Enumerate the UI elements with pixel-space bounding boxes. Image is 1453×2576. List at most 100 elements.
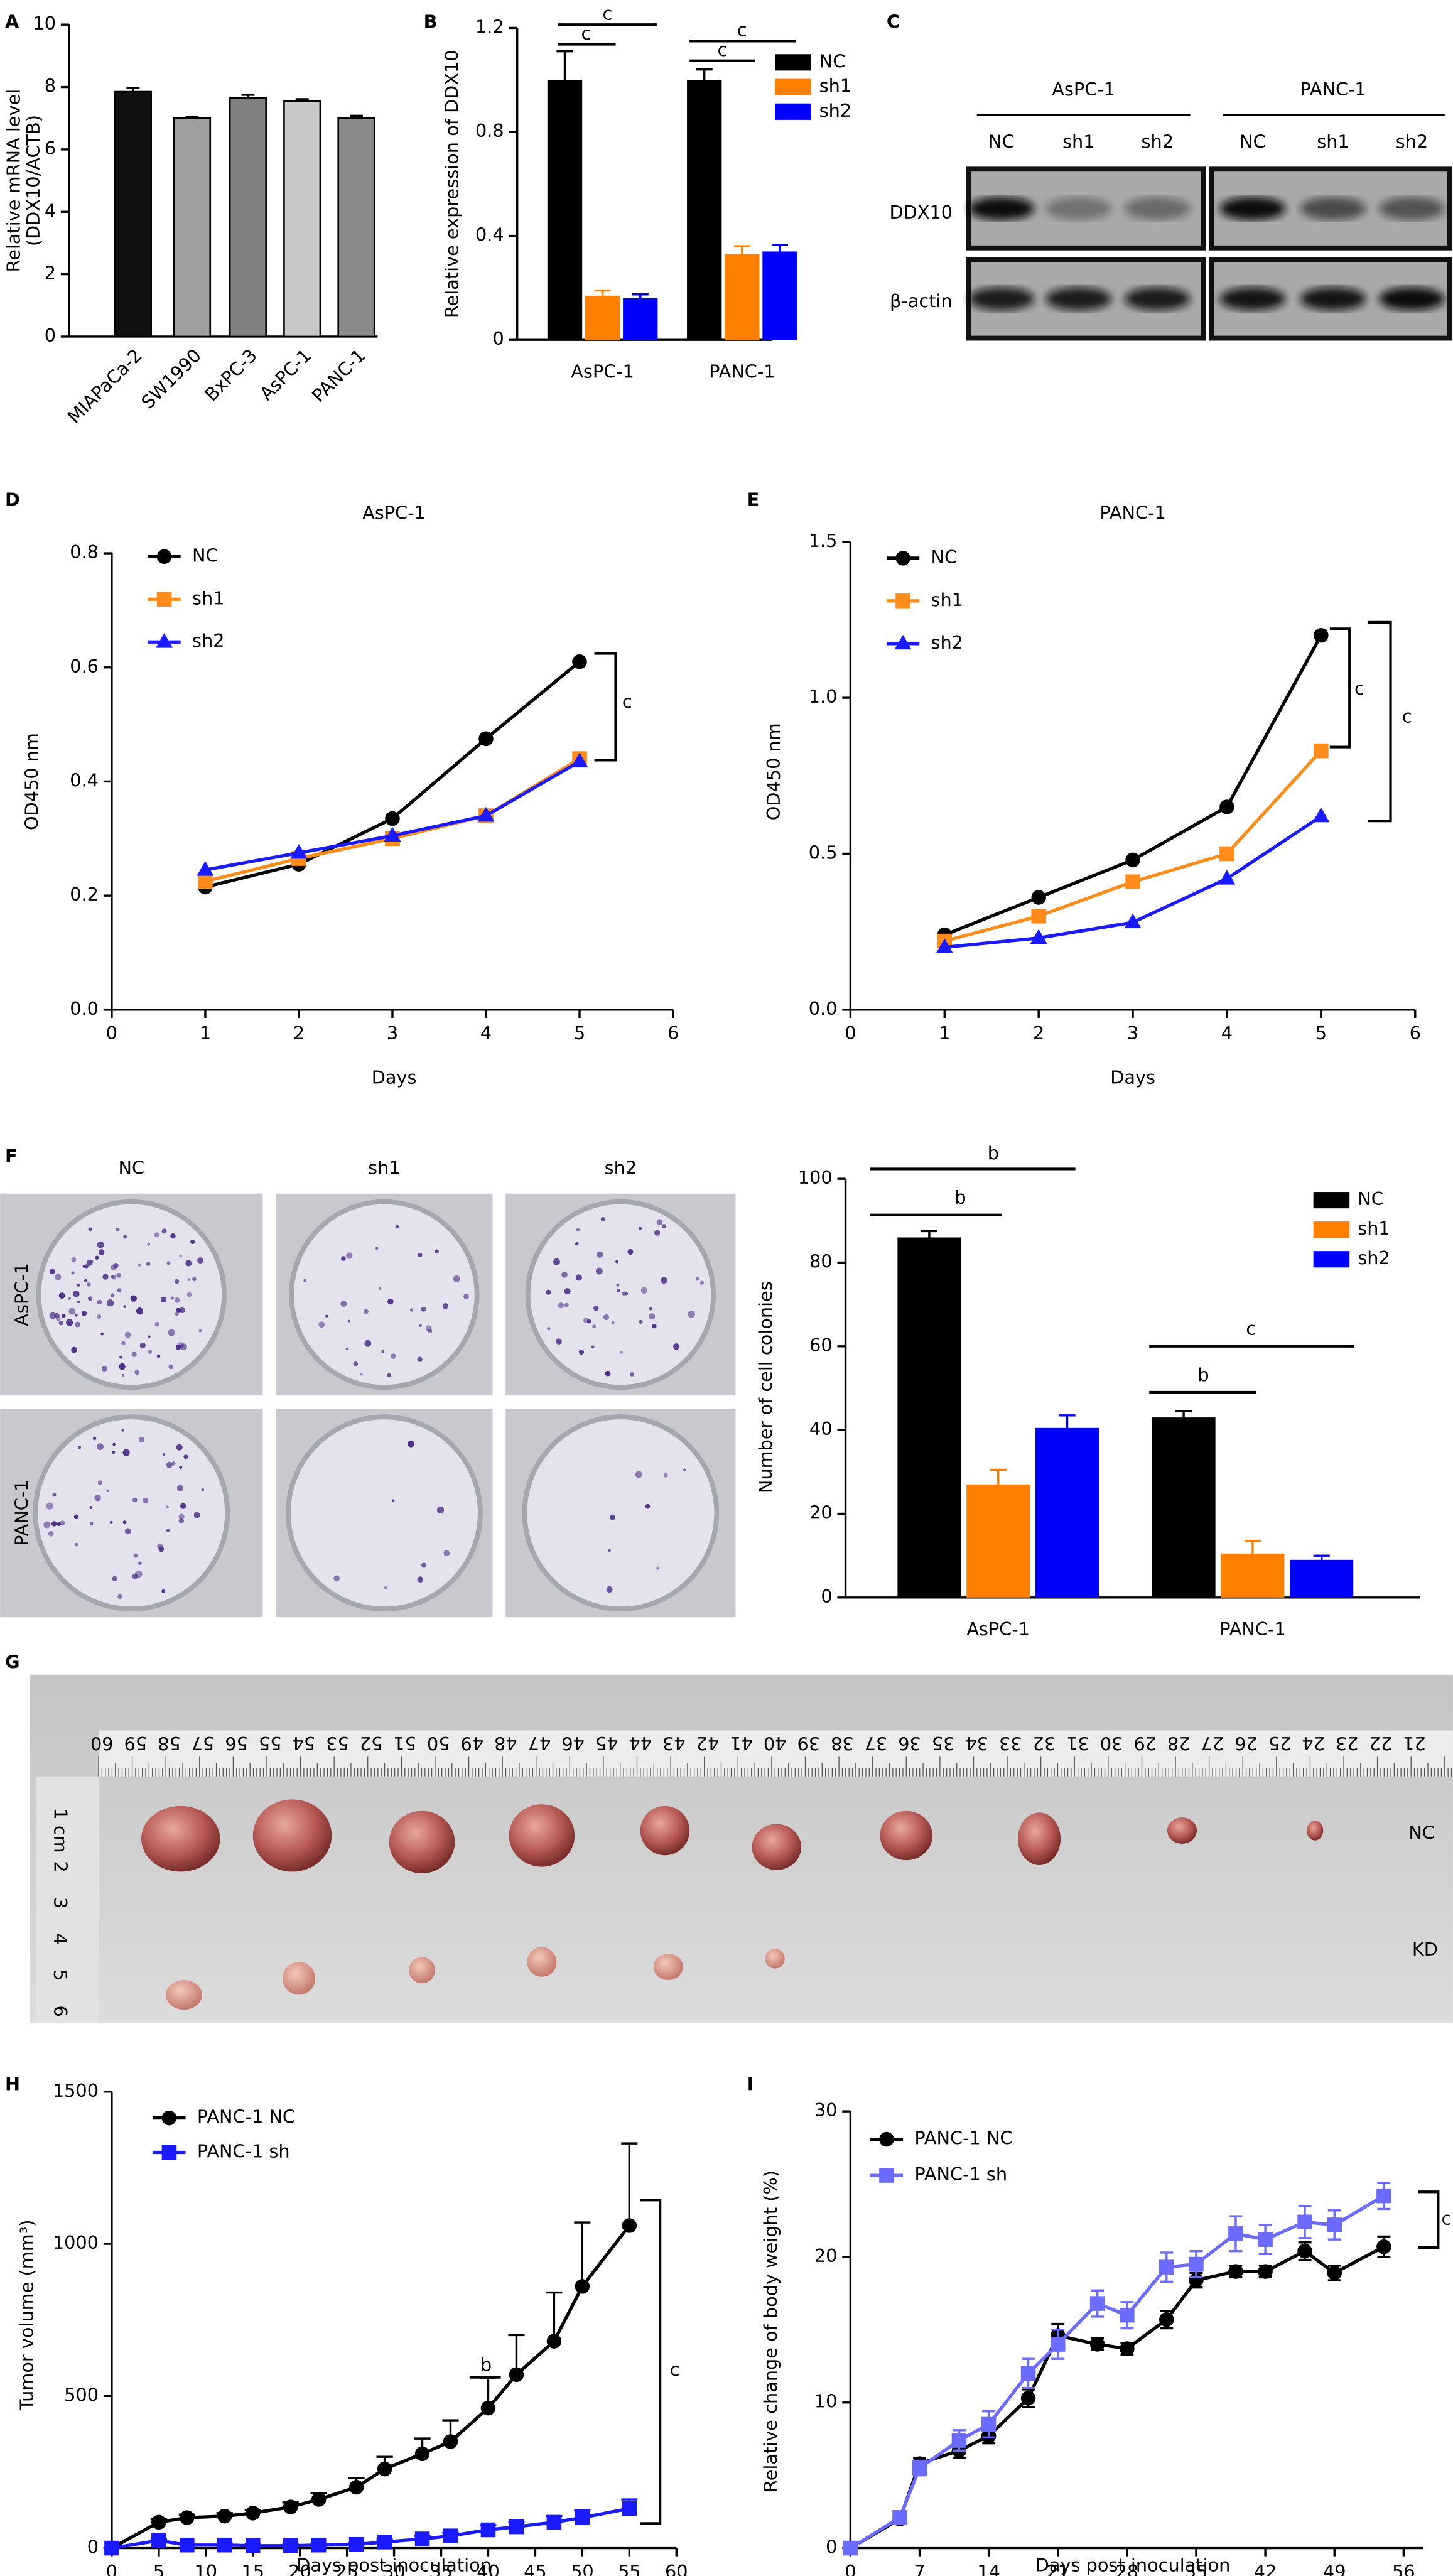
colony: [395, 1225, 399, 1229]
panel-label: E: [747, 489, 760, 510]
column-label: NC: [118, 1157, 144, 1178]
marker: [1376, 2239, 1391, 2254]
bar: [1035, 1427, 1099, 1598]
marker: [1031, 909, 1046, 924]
colony: [147, 1242, 151, 1246]
legend-label: PANC-1 sh: [914, 2163, 1007, 2185]
colony: [175, 1345, 181, 1350]
colony: [51, 1521, 57, 1527]
colony: [630, 1372, 634, 1377]
legend-label: NC: [931, 546, 957, 568]
error-bar: [574, 2221, 591, 2286]
ruler-label: 25: [1268, 1733, 1292, 1754]
colony: [132, 1497, 138, 1503]
colony: [463, 1294, 469, 1299]
marker: [1089, 2296, 1105, 2311]
x-tick-label: 5: [153, 2561, 165, 2576]
column-label: sh1: [368, 1157, 401, 1178]
colony: [82, 1265, 86, 1268]
colony: [645, 1503, 651, 1509]
row-label: NC: [1408, 1822, 1435, 1843]
colony: [77, 1283, 80, 1287]
colony: [162, 1453, 166, 1456]
x-tick-label: AsPC-1: [256, 345, 315, 404]
series-line: [205, 660, 581, 889]
marker: [1376, 2188, 1391, 2204]
tumor: [1167, 1817, 1197, 1844]
colony: [597, 1251, 603, 1258]
ruler-label: 44: [629, 1733, 652, 1754]
colony: [635, 1471, 642, 1478]
colony: [117, 1594, 122, 1599]
marker: [1327, 2265, 1342, 2281]
panel-label: G: [5, 1651, 20, 1672]
tumor: [252, 1799, 332, 1872]
ruler-label: 2: [50, 1861, 71, 1872]
colony: [52, 1493, 57, 1497]
x-tick-label: 1: [200, 1022, 211, 1044]
plate: [289, 1199, 480, 1390]
colony: [546, 1289, 551, 1296]
marker: [879, 2131, 894, 2147]
colony: [112, 1576, 117, 1581]
colony: [48, 1530, 54, 1537]
ruler-label: 39: [797, 1733, 820, 1754]
marker: [1050, 2337, 1066, 2352]
colony: [435, 1249, 439, 1254]
row-label: PANC-1: [11, 1480, 33, 1545]
colony: [58, 1321, 63, 1326]
marker: [290, 843, 308, 859]
colony: [136, 1307, 144, 1315]
x-tick-label: 14: [977, 2561, 1000, 2576]
colony: [55, 1316, 61, 1321]
ruler-label: 47: [528, 1733, 551, 1754]
ruler-label: 23: [1336, 1733, 1359, 1754]
marker: [311, 2537, 327, 2553]
y-tick-label: 1500: [53, 2080, 99, 2101]
colony: [122, 1449, 130, 1456]
colony: [71, 1346, 77, 1353]
colony: [178, 1513, 185, 1520]
x-tick-label: 21: [1046, 2561, 1069, 2576]
significance-bracket: [640, 2199, 662, 2525]
colony: [595, 1267, 603, 1275]
marker: [197, 861, 214, 876]
marker: [443, 2434, 458, 2449]
marker: [951, 2433, 967, 2448]
error-bar: [632, 293, 649, 298]
x-tick-label: MIAPaCa-2: [63, 345, 146, 428]
x-tick-label: 56: [1392, 2561, 1415, 2576]
colony: [73, 1514, 79, 1520]
y-tick-label: 0.5: [809, 842, 838, 863]
error-bar: [1313, 1554, 1330, 1560]
colony: [600, 1217, 605, 1221]
colony: [699, 1280, 705, 1285]
colony: [603, 1314, 610, 1321]
colony: [119, 1363, 126, 1370]
panel-label: B: [424, 11, 438, 33]
marker: [575, 2279, 590, 2294]
tumor: [282, 1962, 316, 1995]
colony: [87, 1296, 93, 1301]
marker: [546, 2514, 562, 2530]
colony: [564, 1302, 569, 1307]
marker: [572, 654, 587, 669]
colony: [165, 1505, 169, 1509]
y-tick-label: 0.8: [70, 541, 99, 563]
colony: [387, 1298, 394, 1305]
legend-label: PANC-1 sh: [197, 2140, 290, 2162]
colony: [583, 1318, 589, 1323]
y-tick-label: 20: [809, 1502, 833, 1523]
bar: [1152, 1417, 1216, 1598]
colony: [170, 1296, 174, 1300]
marker: [385, 811, 400, 826]
significance-bracket: [1418, 2190, 1440, 2249]
marker: [180, 2510, 195, 2525]
marker: [1327, 2217, 1342, 2232]
colony: [123, 1305, 126, 1308]
colony: [381, 1350, 385, 1353]
plate: [286, 1414, 483, 1612]
colony: [131, 1351, 137, 1357]
tumor: [752, 1824, 801, 1870]
